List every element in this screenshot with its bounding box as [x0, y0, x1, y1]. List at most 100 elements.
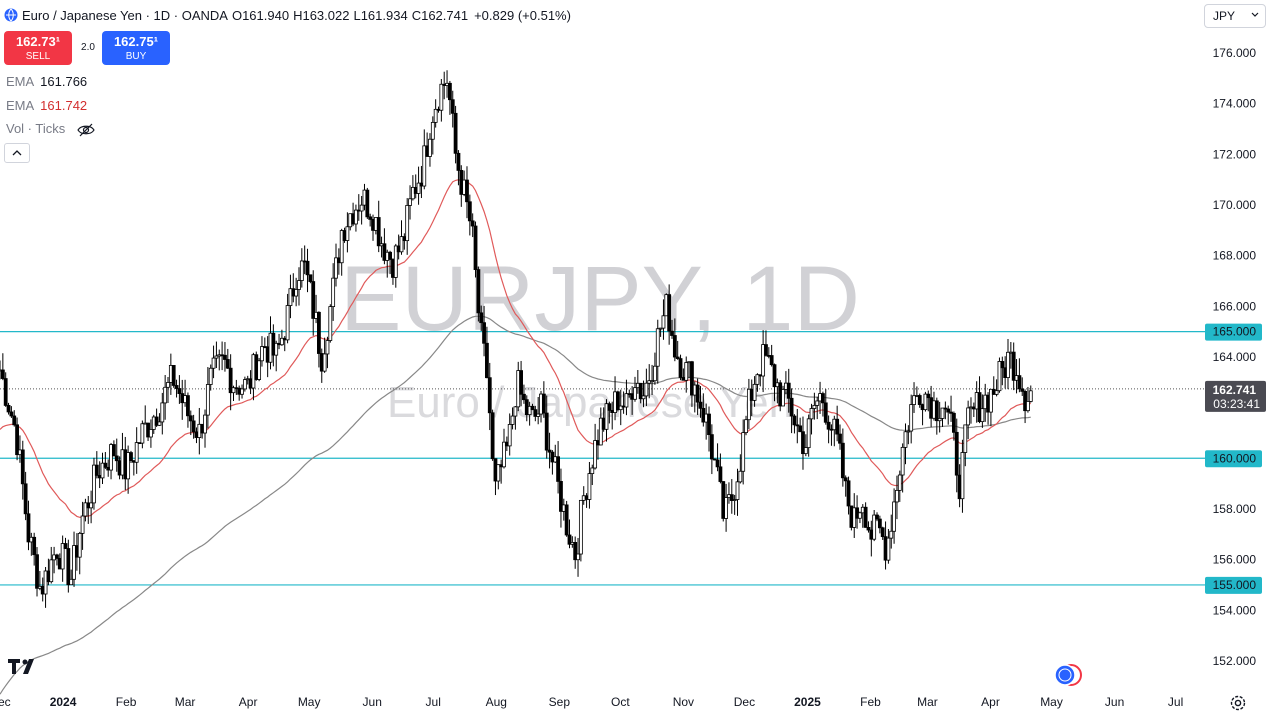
candle-body	[638, 382, 643, 400]
candle-body	[707, 413, 711, 436]
horizontal-levels	[0, 331, 1205, 586]
watermark-sub: Euro / Japanese Yen	[387, 378, 793, 427]
level-tag	[1205, 576, 1262, 594]
candle-body	[294, 289, 299, 297]
candle-body	[365, 189, 370, 218]
currency-select[interactable]: JPY	[1204, 4, 1266, 28]
candle-body	[709, 434, 714, 460]
candle-body	[257, 360, 262, 380]
candle-body	[735, 481, 740, 500]
candle-body	[940, 407, 945, 419]
candle-body	[160, 402, 165, 423]
candle-body	[741, 432, 746, 472]
candle-body	[738, 470, 743, 483]
candle-body	[191, 420, 196, 433]
candle-body	[9, 411, 14, 417]
candle-body	[228, 367, 233, 394]
candle-body	[789, 397, 794, 417]
x-tick-label: 2024	[50, 695, 77, 709]
indicator-volume[interactable]: Vol · Ticks	[6, 121, 95, 137]
y-tick-label: 152.000	[1213, 654, 1257, 668]
open-value: 161.940	[242, 7, 290, 23]
close-value: 162.741	[421, 7, 469, 23]
candle-body	[772, 364, 777, 388]
candle-body	[541, 393, 546, 414]
x-tick-label: 2025	[794, 695, 821, 709]
candle-body	[943, 407, 948, 410]
candle-body	[485, 342, 489, 379]
candle-body	[154, 416, 159, 426]
price-axis[interactable]: 152.000154.000156.000158.000160.000162.0…	[1213, 46, 1257, 668]
candle-body	[769, 355, 774, 366]
candle-body	[368, 216, 373, 220]
candle-body	[803, 447, 808, 455]
candle-body	[260, 346, 264, 362]
x-tick-label: Feb	[860, 695, 881, 709]
y-tick-label: 164.000	[1213, 350, 1257, 364]
candle-body	[3, 378, 8, 406]
candle-body	[858, 512, 862, 519]
candle-body	[479, 312, 484, 324]
candle-body	[487, 377, 492, 414]
chevron-up-icon	[12, 150, 22, 156]
candle-body	[889, 530, 894, 539]
candle-body	[903, 431, 908, 448]
candle-body	[872, 514, 877, 540]
candle-body	[66, 548, 71, 586]
candle-body	[149, 429, 153, 438]
candle-body	[536, 413, 541, 417]
candle-body	[746, 388, 751, 421]
candle-body	[815, 400, 820, 406]
candle-body	[1023, 390, 1027, 412]
candle-body	[966, 407, 971, 426]
candle-body	[641, 395, 646, 400]
candle-body	[994, 390, 999, 395]
candle-body	[587, 473, 592, 500]
candle-body	[103, 462, 108, 468]
indicator-ema-2[interactable]: EMA 161.742	[6, 98, 87, 113]
collapse-legend-button[interactable]	[4, 143, 30, 163]
candle-body	[963, 424, 968, 453]
time-axis[interactable]: Dec 2024 Feb Mar Apr May Jun Jul Aug Sep Oct Nov Dec…	[0, 695, 1183, 709]
close-label: C	[411, 7, 422, 23]
candle-body	[100, 462, 105, 479]
candle-body	[724, 497, 729, 519]
buy-button[interactable]: 162.75¹ BUY	[102, 31, 170, 65]
x-tick-label: Jul	[426, 695, 441, 709]
candle-body	[186, 395, 190, 417]
candle-body	[89, 502, 94, 509]
y-tick-label: 156.000	[1213, 553, 1257, 567]
candle-body	[502, 441, 506, 468]
candle-body	[299, 260, 304, 281]
indicator-ema-1[interactable]: EMA 161.766	[6, 74, 87, 89]
last-price-label: 162.741	[1213, 383, 1257, 397]
buy-label: BUY	[125, 51, 147, 62]
open-label: O	[231, 7, 243, 23]
candle-body	[951, 412, 956, 433]
candle-body	[923, 393, 928, 411]
gear-icon[interactable]	[1229, 694, 1247, 712]
candle-body	[880, 527, 885, 538]
candle-body	[331, 277, 336, 308]
eye-off-icon[interactable]	[77, 123, 95, 137]
candle-body	[801, 431, 805, 455]
candle-body	[559, 481, 563, 512]
candle-body	[15, 424, 19, 456]
flag-icon[interactable]	[1054, 664, 1082, 686]
candle-body	[937, 418, 942, 422]
candle-body	[49, 559, 54, 583]
candle-body	[530, 405, 535, 411]
candle-body	[223, 354, 227, 360]
ema-slow-line[interactable]	[0, 315, 1031, 695]
candle-body	[690, 361, 694, 396]
candle-body	[322, 353, 327, 372]
ema-fast-line[interactable]	[0, 179, 1031, 518]
sell-button[interactable]: 162.73¹ SELL	[4, 31, 72, 65]
candle-body	[895, 489, 899, 503]
candle-body	[94, 464, 99, 476]
buy-price: 162.75¹	[113, 34, 159, 49]
candle-body	[949, 411, 953, 414]
symbol-title[interactable]: Euro / Japanese Yen · 1D · OANDA	[22, 7, 228, 23]
chart-watermark: EURJPY, 1D Euro / Japanese Yen	[340, 248, 860, 427]
